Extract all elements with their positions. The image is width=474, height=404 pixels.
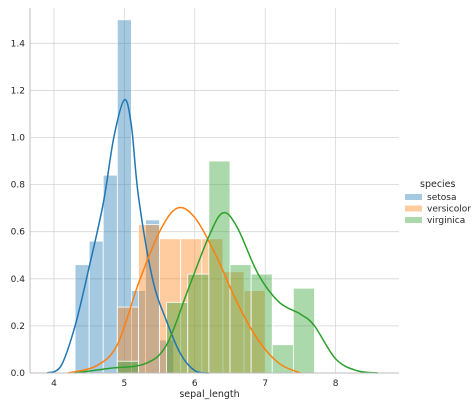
setosa-kde-curve — [46, 98, 209, 374]
legend-swatch-setosa — [405, 194, 422, 200]
versicolor-bar-2 — [138, 224, 160, 374]
virginica-bar-4 — [208, 160, 231, 374]
legend-label-setosa: setosa — [427, 193, 456, 203]
legend-label-versicolor: versicolor — [427, 205, 471, 215]
x-tick-label-7: 7 — [262, 379, 268, 389]
legend-swatch-versicolor — [405, 205, 422, 212]
x-tick-label-6: 6 — [192, 379, 198, 389]
x-tick-label-4: 4 — [51, 379, 57, 389]
versicolor-kde-curve — [67, 206, 301, 374]
virginica-bar-5 — [229, 264, 252, 374]
virginica-kde-curve — [74, 211, 378, 374]
y-tick-label-0.0: 0.0 — [11, 369, 26, 379]
setosa-bar-3 — [102, 174, 118, 374]
y-tick-label-0.2: 0.2 — [11, 322, 25, 332]
virginica-bar-6 — [250, 273, 273, 374]
virginica-bar-3 — [187, 273, 210, 374]
y-tick-label-1.0: 1.0 — [11, 134, 26, 144]
legend-title: species — [420, 179, 456, 190]
y-tick-label-1.4: 1.4 — [11, 39, 26, 49]
y-tick-label-0.8: 0.8 — [11, 181, 26, 191]
kde-curves — [46, 98, 378, 374]
y-tick-label-0.4: 0.4 — [11, 275, 26, 285]
y-tick-label-0.6: 0.6 — [11, 228, 26, 238]
y-tick-label-1.2: 1.2 — [11, 86, 25, 96]
x-tick-label-8: 8 — [333, 379, 339, 389]
x-axis-label: sepal_length — [179, 389, 239, 400]
legend-label-virginica: virginica — [427, 216, 465, 226]
axes — [29, 8, 399, 374]
x-tick-label-5: 5 — [121, 379, 127, 389]
virginica-bar-8 — [292, 287, 315, 374]
legend-swatch-virginica — [405, 217, 422, 223]
tick-labels: 4 5 6 7 8 0.0 0.2 0.4 0.6 0.8 1.0 1.2 1.4 — [11, 39, 339, 389]
